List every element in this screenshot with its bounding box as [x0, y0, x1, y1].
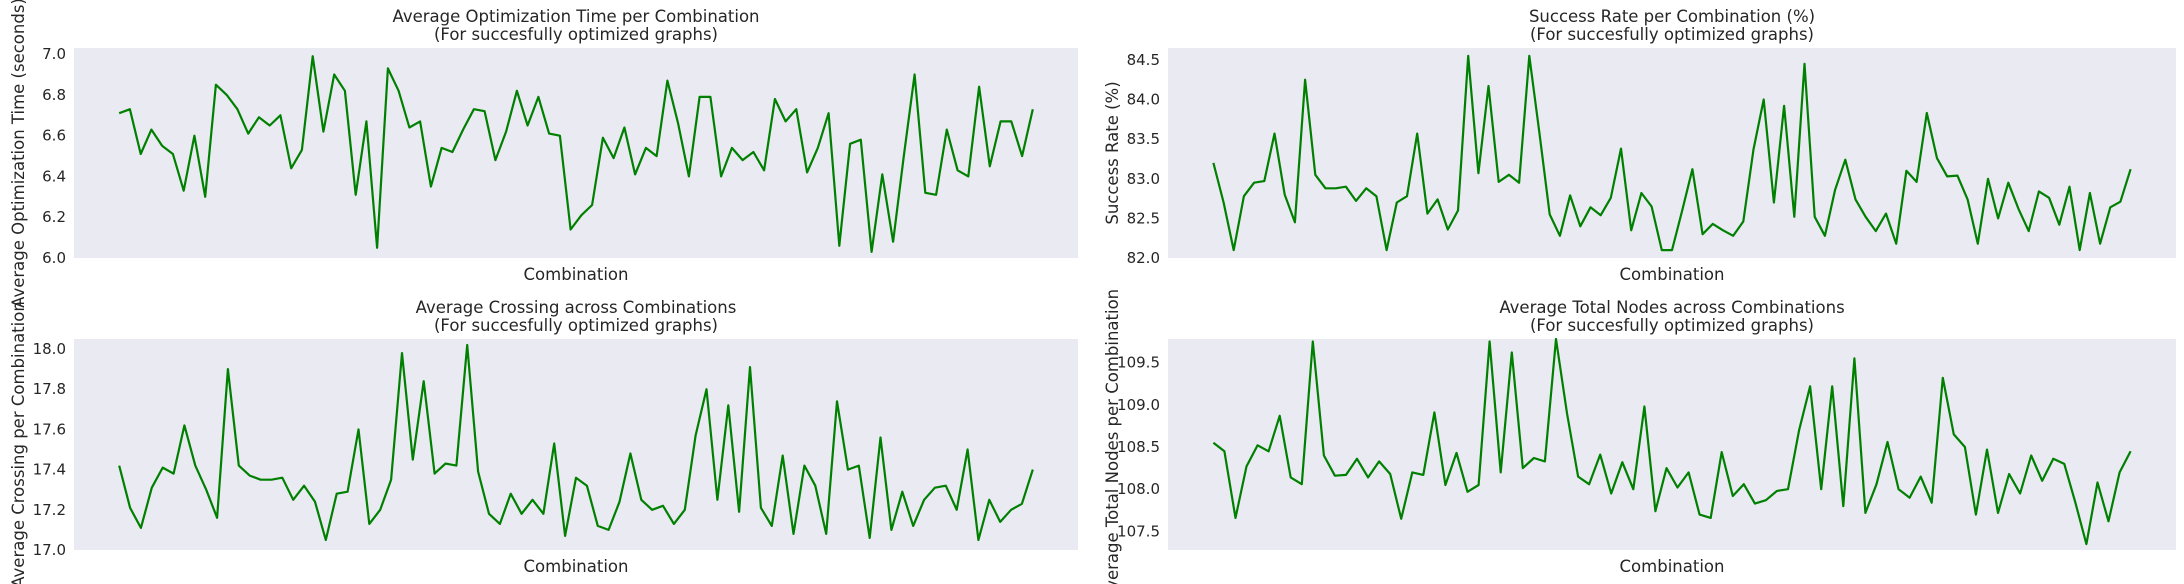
y-tick-label: 6.6	[42, 127, 66, 145]
y-tick-label: 7.0	[42, 45, 66, 63]
y-tick-label: 6.0	[42, 249, 66, 267]
y-tick-label: 17.0	[33, 541, 66, 559]
y-tick-label: 83.0	[1127, 170, 1160, 188]
chart-subtitle-crossing: (For succesfully optimized graphs)	[434, 316, 718, 335]
y-tick-label: 17.6	[33, 420, 66, 438]
chart-subtitle-nodes: (For succesfully optimized graphs)	[1530, 316, 1814, 335]
y-tick-label: 107.5	[1117, 522, 1160, 540]
x-axis-label-crossing: Combination	[524, 557, 629, 576]
chart-title-crossing: Average Crossing across Combinations	[416, 298, 737, 317]
plot-area-crossing	[74, 339, 1078, 550]
plot-area-nodes	[1168, 339, 2176, 550]
y-tick-label: 82.5	[1127, 209, 1160, 227]
y-tick-label: 17.4	[33, 461, 66, 479]
y-axis-label-crossing: Average Crossing per Combination	[9, 301, 28, 584]
chart-success: 82.0 82.5 83.0 83.5 84.0 84.5 Success Rate per…	[1103, 7, 2176, 284]
y-tick-label: 83.5	[1127, 130, 1160, 148]
y-tick-label: 18.0	[33, 340, 66, 358]
series-line-nodes	[1212, 337, 2132, 546]
y-axis-label-nodes: Average Total Nodes per Combination	[1103, 289, 1122, 584]
y-tick-label: 108.0	[1117, 480, 1160, 498]
y-tick-label: 6.8	[42, 86, 66, 104]
y-tick-label: 84.5	[1127, 51, 1160, 69]
x-axis-label-time: Combination	[524, 265, 629, 284]
chart-time: 6.0 6.2 6.4 6.6 6.8 7.0 Average Optimization T…	[9, 0, 1078, 308]
chart-title-nodes: Average Total Nodes across Combinations	[1499, 298, 1844, 317]
y-axis-label-time: Average Optimization Time (seconds)	[9, 0, 28, 308]
series-line-success	[1212, 54, 2132, 252]
plot-area-success	[1168, 48, 2176, 258]
y-tick-label: 6.2	[42, 208, 66, 226]
chart-subtitle-time: (For succesfully optimized graphs)	[434, 25, 718, 44]
y-tick-label: 84.0	[1127, 91, 1160, 109]
y-tick-label: 109.0	[1117, 396, 1160, 414]
plot-area-time	[74, 48, 1078, 258]
chart-subtitle-success: (For succesfully optimized graphs)	[1530, 25, 1814, 44]
chart-title-success: Success Rate per Combination (%)	[1529, 7, 1815, 26]
series-line-crossing	[118, 343, 1034, 542]
x-axis-label-success: Combination	[1620, 265, 1725, 284]
y-tick-label: 17.8	[33, 380, 66, 398]
y-axis-label-success: Success Rate (%)	[1103, 81, 1122, 224]
series-line-time	[118, 55, 1034, 253]
chart-crossing: 17.0 17.2 17.4 17.6 17.8 18.0 Average Crossing…	[9, 298, 1078, 584]
y-tick-label: 108.5	[1117, 438, 1160, 456]
chart-title-time: Average Optimization Time per Combinatio…	[393, 7, 760, 26]
y-tick-label: 6.4	[42, 167, 66, 185]
y-tick-label: 109.5	[1117, 354, 1160, 372]
x-axis-label-nodes: Combination	[1620, 557, 1725, 576]
y-tick-label: 17.2	[33, 501, 66, 519]
y-tick-label: 82.0	[1127, 249, 1160, 267]
